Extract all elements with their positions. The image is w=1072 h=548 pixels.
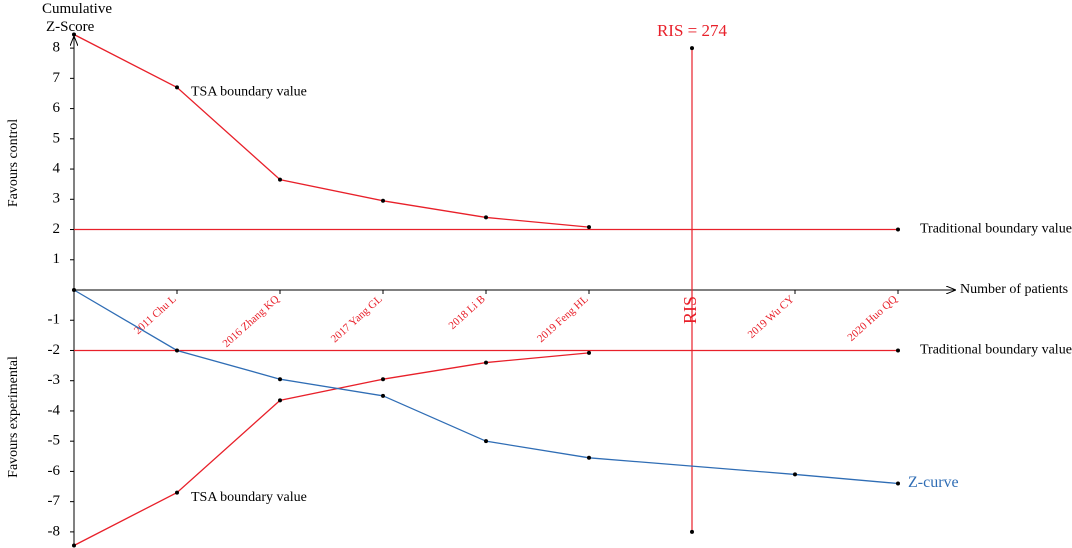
x-tick-label: 2020 Huo QQ	[845, 293, 899, 344]
chart-title: Cumulative Z-Score	[42, 1, 112, 35]
y-tick-label: 1	[53, 251, 61, 267]
data-point	[175, 490, 179, 495]
y-tick-label: 3	[53, 191, 61, 207]
data-point	[278, 177, 282, 182]
ris-label: RIS = 274	[657, 21, 728, 40]
y-tick-label: -6	[48, 463, 61, 479]
y-tick-label: 2	[53, 221, 61, 237]
y-tick-label: 7	[53, 70, 61, 86]
series-line	[73, 352, 590, 547]
series-line	[73, 289, 899, 485]
data-point	[72, 32, 76, 37]
y-tick-label: 4	[53, 160, 61, 176]
boundary-label: Traditional boundary value	[920, 343, 1072, 358]
data-point	[381, 377, 385, 382]
data-point	[72, 543, 76, 548]
data-point	[381, 198, 385, 203]
y-tick-label: -3	[48, 372, 61, 388]
y-tick-label: -5	[48, 433, 61, 449]
y-label-bottom: Favours experimental	[6, 356, 21, 478]
y-tick-label: -8	[48, 523, 61, 539]
ris-dot	[690, 46, 694, 51]
x-tick-label: 2011 Chu L	[132, 293, 179, 337]
data-point	[175, 348, 179, 353]
data-point	[484, 439, 488, 444]
x-tick-label: 2019 Wu CY	[746, 293, 797, 341]
series-label: TSA boundary value	[191, 85, 307, 100]
y-tick-label: -2	[48, 342, 61, 358]
y-tick-label: -7	[48, 493, 61, 509]
data-point	[793, 472, 797, 477]
data-point	[381, 393, 385, 398]
x-tick-label: 2018 Li B	[447, 293, 488, 332]
data-point	[72, 288, 76, 292]
series-label: Z-curve	[908, 474, 959, 491]
x-axis-label: Number of patients	[960, 282, 1068, 297]
data-point	[484, 215, 488, 220]
data-point	[278, 377, 282, 382]
series-line	[73, 33, 590, 228]
boundary-label: Traditional boundary value	[920, 222, 1072, 237]
data-point	[278, 398, 282, 403]
x-tick-label: 2017 Yang GL	[329, 293, 385, 345]
x-tick-label: 2016 Zhang KQ	[221, 293, 282, 350]
boundary-dot	[896, 348, 900, 353]
y-tick-label: -4	[48, 402, 61, 418]
data-point	[587, 350, 591, 355]
data-point	[896, 481, 900, 486]
series-label: TSA boundary value	[191, 490, 307, 505]
y-label-top: Favours control	[6, 119, 21, 207]
boundary-dot	[896, 227, 900, 232]
y-tick-label: -1	[48, 312, 61, 328]
data-point	[587, 225, 591, 230]
y-tick-label: 6	[53, 100, 61, 116]
data-point	[484, 360, 488, 365]
ris-axis-label: RIS	[680, 296, 700, 324]
data-point	[587, 455, 591, 460]
data-point	[175, 85, 179, 90]
y-tick-label: 5	[53, 130, 61, 146]
y-tick-label: 8	[53, 40, 61, 56]
x-tick-label: 2019 Feng HL	[535, 293, 591, 345]
ris-dot	[690, 529, 694, 534]
